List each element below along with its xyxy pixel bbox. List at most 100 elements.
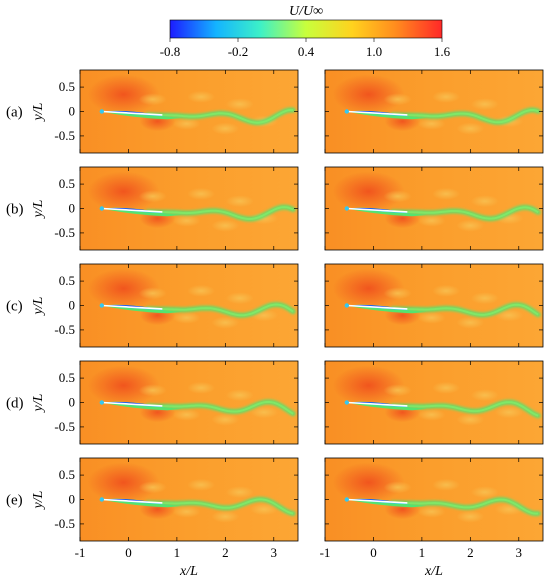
wake-streak [470,486,499,499]
y-axis-label: y/L [31,393,46,413]
y-tick-label: 0.5 [59,370,75,385]
row-label: (b) [6,202,24,218]
x-tick-label: -1 [75,545,86,560]
wake-streak [470,195,499,208]
body-outline [101,304,163,310]
row-label: (d) [6,396,24,412]
wake-streak [225,292,254,305]
wake-streak [187,90,216,103]
wake-streak [495,406,524,419]
flow-panel [324,263,544,348]
high-velocity-region [332,171,405,212]
y-tick-label: 0.5 [59,176,75,191]
wake-streak [225,389,254,402]
body-outline [101,110,163,116]
colorbar-tick-label: 0.4 [298,44,315,59]
wake-streak [138,190,167,203]
high-velocity-region [332,268,405,309]
colorbar-tick-label: -0.8 [160,44,181,59]
flow-panel: 0.5 0 -0.5 [54,263,299,348]
y-tick-label: -0.5 [54,516,75,531]
y-tick-label: 0 [69,298,76,313]
x-tick-label: 1 [419,545,426,560]
colorbar-tick-label: 1.0 [366,44,382,59]
body-outline [346,498,408,504]
y-tick-label: 0.5 [59,273,75,288]
wake-streak [225,98,254,111]
x-axis-label-right: x/L [424,564,443,579]
colorbar-title: U/U∞ [289,4,323,19]
colorbar: U/U∞ -0.8 -0.2 0.4 1.0 1.6 [160,4,451,59]
body-outline [101,498,163,504]
wake-streak [138,287,167,300]
x-tick-label: 0 [370,545,377,560]
row-label: (e) [6,493,23,509]
body-outline [346,401,408,407]
wake-streak [138,384,167,397]
flow-panel: 0.5 0 -0.5 [54,166,299,251]
x-tick-label: 3 [516,545,523,560]
wake-streak [383,93,412,106]
y-tick-label: 0 [69,492,76,507]
wake-streak [211,316,240,329]
wake-streak [187,381,216,394]
wake-streak [383,481,412,494]
high-velocity-region [87,74,160,115]
wake-streak [417,214,446,227]
wake-streak [383,287,412,300]
colorbar-ticks: -0.8 -0.2 0.4 1.0 1.6 [160,38,451,59]
body-outline [101,401,163,407]
y-tick-label: 0.5 [59,79,75,94]
wake-streak [456,510,485,523]
colorbar-tick-label: -0.2 [228,44,249,59]
body-outline [101,207,163,213]
wake-streak [225,486,254,499]
colorbar-gradient [169,19,443,39]
wake-streak [383,384,412,397]
high-velocity-region [87,268,160,309]
wake-streak [187,187,216,200]
flow-panel: -1 0 1 2 3 [320,457,544,560]
wake-streak [417,408,446,421]
wake-streak [432,381,461,394]
y-tick-label: 0 [69,104,76,119]
wake-streak [172,408,201,421]
high-velocity-region [332,74,405,115]
wake-streak [456,219,485,232]
body-outline [346,110,408,116]
flow-panel: 0.5 0 -0.5 [54,69,299,154]
wake-streak [250,406,279,419]
y-tick-label: -0.5 [54,419,75,434]
wake-streak [383,190,412,203]
x-tick-label: 0 [125,545,132,560]
y-tick-label: -0.5 [54,322,75,337]
x-tick-label: 2 [467,545,474,560]
y-tick-label: 0.5 [59,467,75,482]
wake-streak [470,389,499,402]
y-axis-label: y/L [31,490,46,510]
x-tick-label: 3 [271,545,278,560]
wake-streak [432,284,461,297]
wake-streak [432,90,461,103]
wake-streak [456,316,485,329]
panel-grid: (a) y/L 0.5 0 -0.5 (b) y/L 0.5 0 -0.5 (c) y/L 0.5 0 -0… [6,69,544,560]
flow-panel [324,166,544,251]
wake-streak [187,284,216,297]
wake-streak [417,117,446,130]
wake-streak [138,93,167,106]
wake-streak [211,510,240,523]
wake-streak [172,505,201,518]
wake-streak [432,187,461,200]
wake-streak [495,309,524,322]
wake-streak [456,413,485,426]
wake-streak [432,478,461,491]
wake-streak [172,214,201,227]
wake-streak [417,311,446,324]
high-velocity-region [87,462,160,503]
wake-streak [211,122,240,135]
body-outline [346,207,408,213]
y-axis-label: y/L [31,199,46,219]
wake-streak [138,481,167,494]
x-tick-label: -1 [320,545,331,560]
